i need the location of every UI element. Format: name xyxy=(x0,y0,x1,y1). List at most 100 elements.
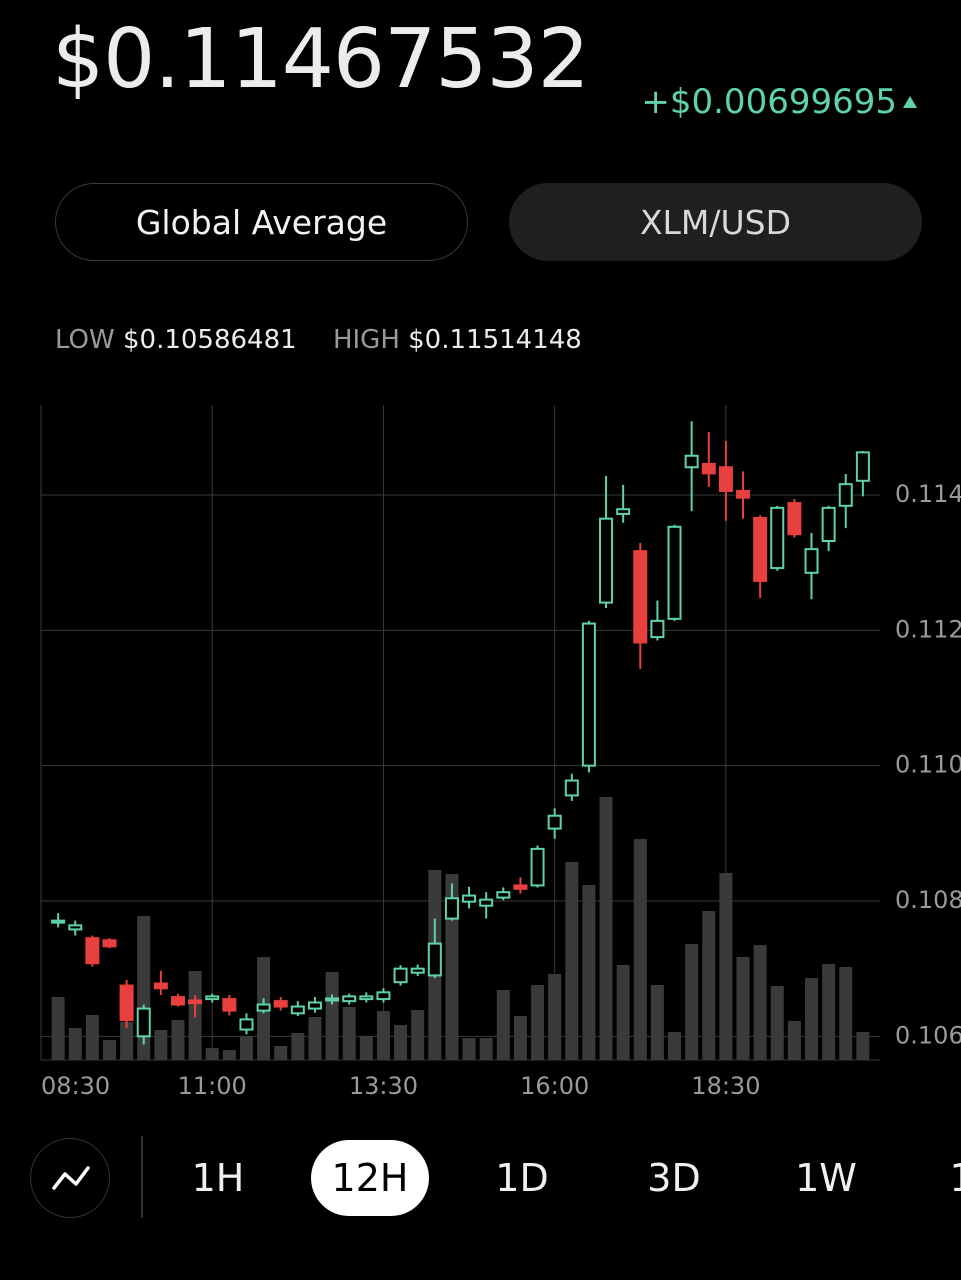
line-icon xyxy=(52,1166,90,1190)
candle-body xyxy=(393,967,408,984)
low-value: $0.10586481 xyxy=(123,325,297,355)
candle-body xyxy=(410,967,425,974)
candle-body xyxy=(650,619,665,639)
volume-bar xyxy=(154,1030,168,1060)
volume-bar xyxy=(102,1040,116,1060)
timeframe-button[interactable]: 1D xyxy=(495,1156,549,1200)
volume-bar xyxy=(222,1050,236,1060)
candle-body xyxy=(68,924,83,931)
candle-body xyxy=(444,897,459,920)
candle-body xyxy=(205,995,220,1001)
candle-body xyxy=(102,939,117,948)
volume-bar xyxy=(68,1028,82,1060)
candle-body xyxy=(85,937,100,965)
candle-body xyxy=(376,991,391,1001)
candle-body xyxy=(684,454,699,469)
x-tick-label: 13:30 xyxy=(349,1072,418,1100)
candle-body xyxy=(307,1001,322,1010)
up-arrow xyxy=(903,96,917,108)
candle-body xyxy=(153,982,168,990)
price-change: +$0.00699695 xyxy=(641,82,897,122)
candle-body xyxy=(616,508,631,515)
y-tick-label: 0.114 xyxy=(895,480,961,508)
volume-bar xyxy=(376,1011,390,1060)
volume-bar xyxy=(548,974,562,1060)
candle-body xyxy=(222,998,237,1012)
candle-body xyxy=(136,1007,151,1038)
volume-bar xyxy=(496,990,510,1060)
volume-bar xyxy=(719,873,733,1060)
candle-body xyxy=(479,898,494,907)
candle-body xyxy=(547,814,562,830)
candle-body xyxy=(736,489,751,499)
volume-bar xyxy=(736,957,750,1060)
candle-body xyxy=(855,451,870,482)
volume-bar xyxy=(702,911,716,1060)
volume-bar xyxy=(753,945,767,1060)
timeframe-button[interactable]: 12H xyxy=(311,1140,429,1216)
candle-body xyxy=(770,506,785,570)
volume-bar xyxy=(325,972,339,1060)
candle-body xyxy=(342,995,357,1003)
chart: 0.106 0.108 0.110 0.112 0.114 08:30 11:00 13:30… xyxy=(40,405,961,1100)
volume-bar xyxy=(582,885,596,1060)
candle-body xyxy=(564,779,579,797)
candle-body xyxy=(581,622,596,767)
candle-body xyxy=(170,996,185,1006)
timeframe-button[interactable]: 1M xyxy=(919,1140,961,1216)
volume-bar xyxy=(531,985,545,1060)
candle-body xyxy=(427,942,442,977)
candle-body xyxy=(51,919,66,924)
candle-body xyxy=(633,550,648,644)
toggle-button[interactable]: Global Average xyxy=(55,183,468,261)
timeframe-button[interactable]: 1W xyxy=(795,1156,857,1200)
candle-body xyxy=(273,1000,288,1008)
volume-bar xyxy=(599,797,613,1060)
volume-bar xyxy=(479,1038,493,1060)
candle-body xyxy=(290,1005,305,1015)
volume-bar xyxy=(616,965,630,1060)
volume-bar xyxy=(308,1017,322,1060)
volume-bar xyxy=(685,944,699,1060)
range-row: LOW $0.10586481 HIGH $0.11514148 xyxy=(55,325,582,355)
x-tick-label: 16:00 xyxy=(520,1072,589,1100)
price: $0.11467532 xyxy=(52,12,590,107)
candle-body xyxy=(119,984,134,1022)
y-tick-label: 0.108 xyxy=(895,886,961,914)
candle-body xyxy=(599,517,614,604)
toggle-button[interactable]: XLM/USD xyxy=(509,183,922,261)
volume-bar xyxy=(839,967,853,1060)
y-tick-label: 0.112 xyxy=(895,615,961,643)
high-value: $0.11514148 xyxy=(408,325,582,355)
timeframe-button[interactable]: 3D xyxy=(647,1156,701,1200)
low-label: LOW xyxy=(55,325,115,355)
volume-bar xyxy=(239,1036,253,1060)
volume-bar xyxy=(291,1033,305,1060)
volume-bar xyxy=(822,964,836,1060)
volume-bar xyxy=(668,1032,682,1060)
candle-body xyxy=(513,884,528,890)
volume-bar xyxy=(787,1021,801,1060)
volume-bar xyxy=(513,1016,527,1060)
y-tick-label: 0.110 xyxy=(895,751,961,779)
volume-bar xyxy=(462,1038,476,1060)
volume-bar xyxy=(342,1007,356,1060)
chart-type-button[interactable] xyxy=(30,1138,110,1218)
candle-body xyxy=(804,548,819,574)
volume-bar xyxy=(770,986,784,1060)
candle-body xyxy=(701,462,716,475)
candle-body xyxy=(239,1018,254,1031)
timeframe-button[interactable]: 1H xyxy=(191,1156,245,1200)
high-label: HIGH xyxy=(332,325,400,355)
volume-bar xyxy=(633,839,647,1060)
candle-body xyxy=(787,502,802,536)
volume-bar xyxy=(274,1046,288,1060)
volume-bar xyxy=(445,874,459,1060)
candle-body xyxy=(256,1003,271,1012)
y-tick-label: 0.106 xyxy=(895,1021,961,1049)
candle-body xyxy=(462,894,477,903)
candle-body xyxy=(359,995,374,1001)
candle-body xyxy=(718,466,733,492)
volume-bar xyxy=(565,862,579,1060)
